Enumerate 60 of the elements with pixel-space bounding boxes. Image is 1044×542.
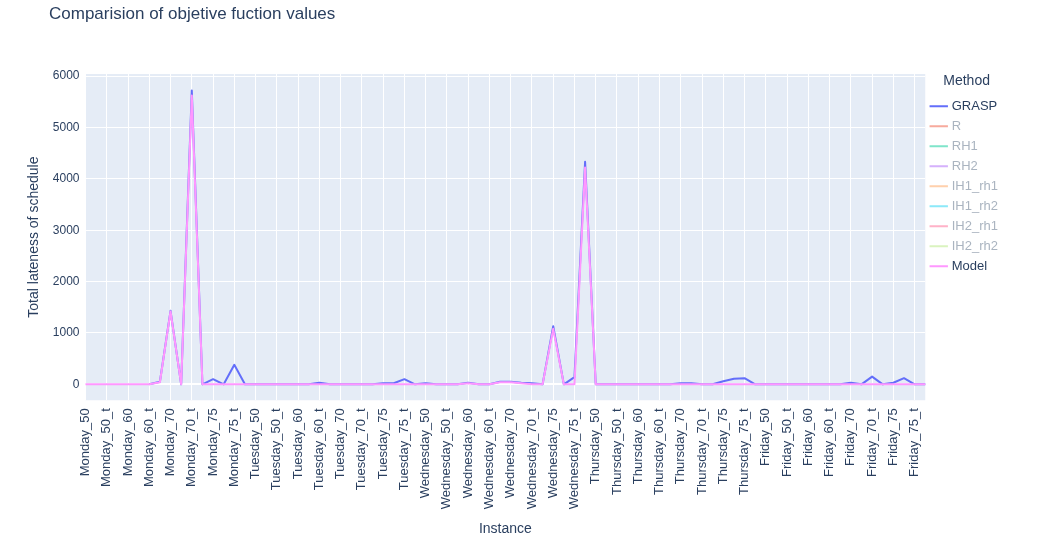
x-tick-label: Wednesday_70_t: [523, 407, 539, 510]
legend-label: IH2_rh2: [951, 237, 998, 253]
y-tick-label: 0: [72, 376, 80, 391]
x-tick-label: Monday_70: [162, 408, 178, 477]
x-tick-label: Friday_50: [757, 408, 773, 467]
y-tick-label: 2000: [52, 273, 80, 288]
x-tick-label: Monday_75: [204, 408, 220, 477]
x-tick-label: Friday_60_t: [821, 407, 837, 477]
legend-label: R: [951, 117, 962, 133]
x-tick-label: Friday_70_t: [863, 407, 879, 477]
x-tick-label: Wednesday_60_t: [481, 407, 497, 510]
x-tick-label: Wednesday_50_t: [438, 407, 454, 510]
x-tick-label: Tuesday_70: [332, 408, 348, 480]
x-tick-label: Friday_75_t: [906, 407, 922, 477]
x-tick-label: Thursday_70: [672, 408, 688, 485]
x-axis-title: Instance: [478, 520, 533, 537]
legend-label: GRASP: [951, 97, 998, 113]
x-tick-label: Tuesday_50_t: [268, 407, 284, 491]
legend-label: IH1_rh2: [951, 197, 998, 213]
x-tick-label: Wednesday_60: [459, 408, 475, 499]
x-tick-label: Tuesday_75_t: [395, 407, 411, 491]
x-tick-label: Wednesday_75_t: [566, 407, 582, 510]
x-tick-label: Friday_60: [799, 408, 815, 467]
x-tick-label: Wednesday_50: [417, 408, 433, 499]
x-tick-label: Friday_75: [884, 408, 900, 467]
x-tick-label: Thursday_75: [714, 408, 730, 485]
x-tick-label: Thursday_70_t: [693, 407, 709, 495]
x-tick-label: Wednesday_70: [502, 408, 518, 499]
x-tick-label: Friday_50_t: [778, 407, 794, 477]
x-tick-label: Thursday_60_t: [651, 407, 667, 495]
x-tick-label: Monday_60: [119, 408, 135, 477]
x-tick-label: Monday_50_t: [98, 407, 114, 488]
legend-label: IH1_rh1: [951, 177, 998, 193]
y-tick-label: 5000: [52, 119, 80, 134]
x-tick-label: Tuesday_60_t: [310, 407, 326, 491]
y-tick-label: 1000: [52, 325, 80, 340]
x-tick-label: Friday_70: [842, 408, 858, 467]
legend-label: IH2_rh1: [951, 217, 998, 233]
legend-label: RH1: [951, 137, 978, 153]
legend-label: Model: [951, 257, 988, 273]
x-tick-label: Tuesday_60: [289, 408, 305, 480]
chart-title: Comparision of objetive fuction values: [49, 4, 336, 24]
y-tick-label: 6000: [52, 68, 80, 83]
x-tick-label: Thursday_50: [587, 408, 603, 485]
y-axis-title: Total lateness of schedule: [25, 156, 42, 318]
x-tick-label: Tuesday_75: [374, 408, 390, 480]
legend-title: Method: [943, 71, 990, 88]
x-tick-label: Monday_60_t: [140, 407, 156, 488]
y-tick-label: 3000: [52, 222, 80, 237]
x-tick-label: Monday_75_t: [225, 407, 241, 488]
x-tick-label: Thursday_75_t: [736, 407, 752, 495]
x-tick-label: Wednesday_75: [544, 408, 560, 499]
x-tick-label: Monday_50: [77, 408, 93, 477]
x-tick-label: Tuesday_70_t: [353, 407, 369, 491]
y-tick-label: 4000: [52, 171, 80, 186]
x-tick-label: Thursday_50_t: [608, 407, 624, 495]
x-tick-label: Tuesday_50: [247, 408, 263, 480]
x-tick-label: Monday_70_t: [183, 407, 199, 488]
legend-label: RH2: [951, 157, 978, 173]
x-tick-label: Thursday_60: [629, 408, 645, 485]
